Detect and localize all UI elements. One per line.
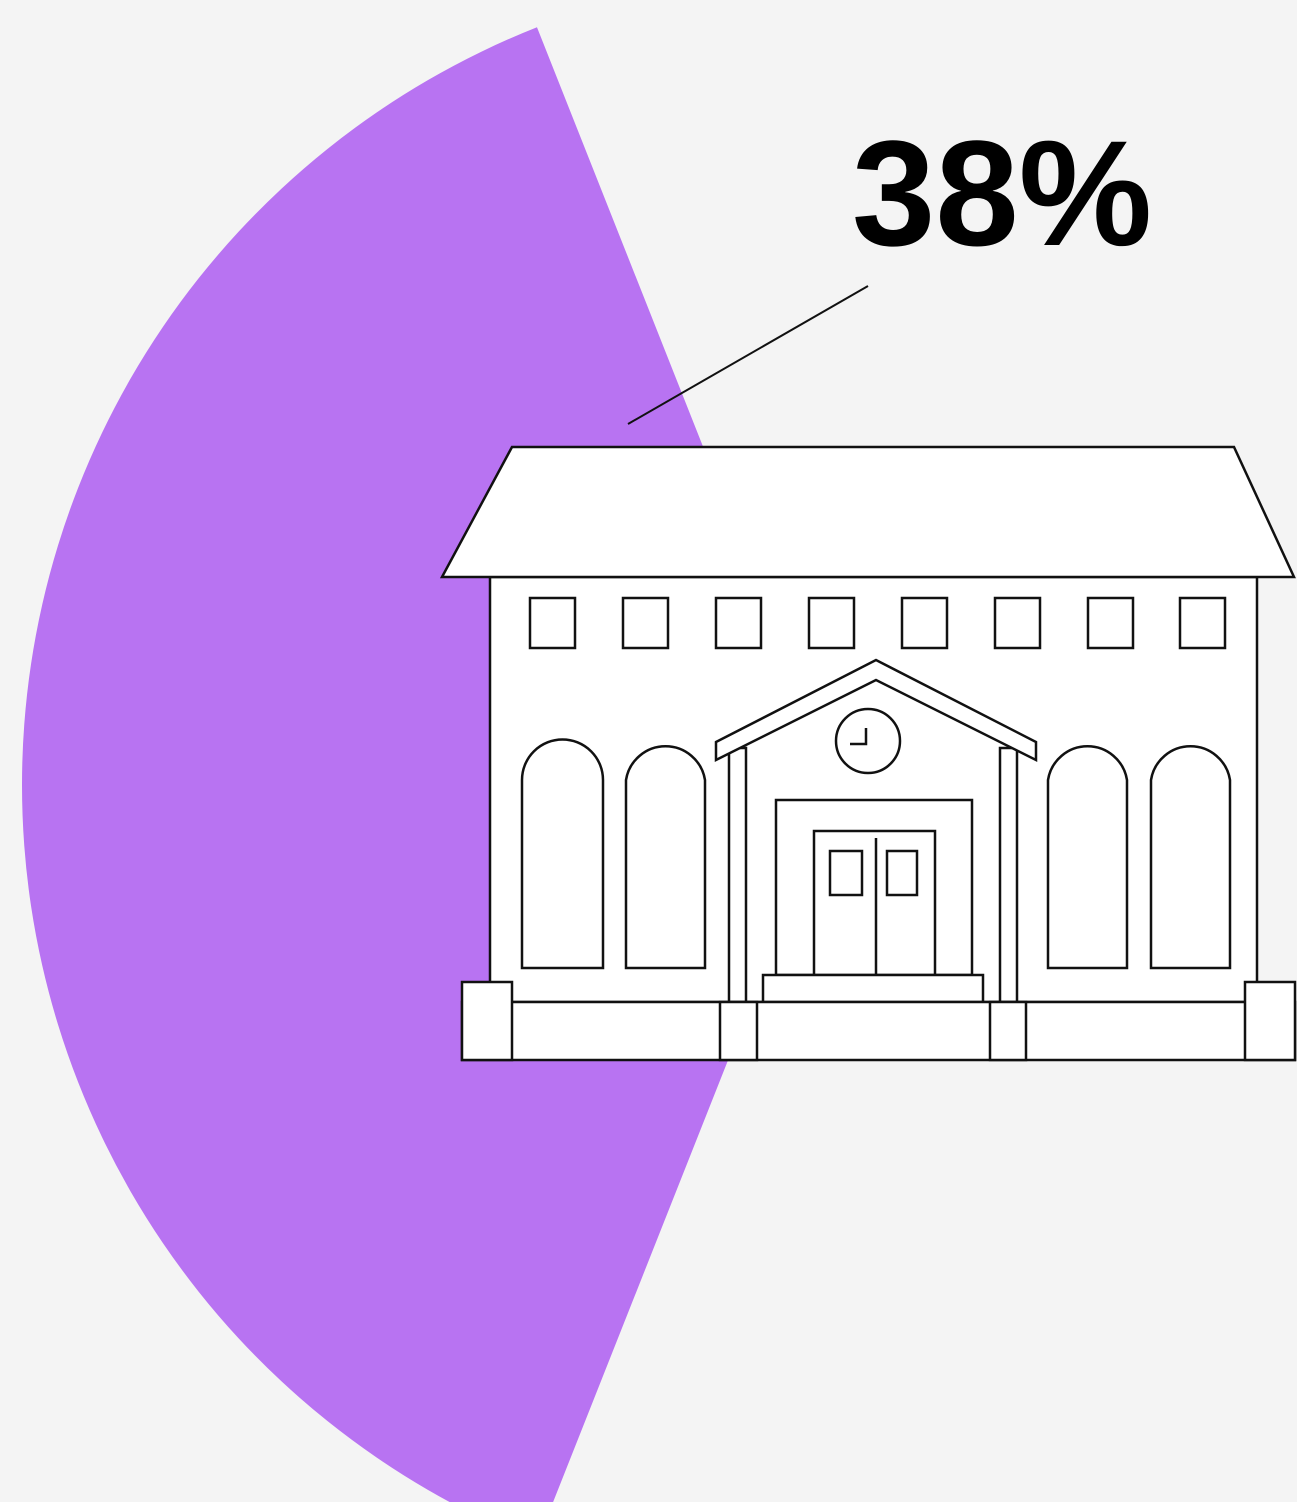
value-label: 38% bbox=[852, 109, 1152, 277]
leader-line bbox=[627, 285, 869, 425]
slices bbox=[21, 27, 837, 1502]
school-building-icon bbox=[439, 445, 1297, 1062]
pie-slice bbox=[21, 27, 837, 1502]
